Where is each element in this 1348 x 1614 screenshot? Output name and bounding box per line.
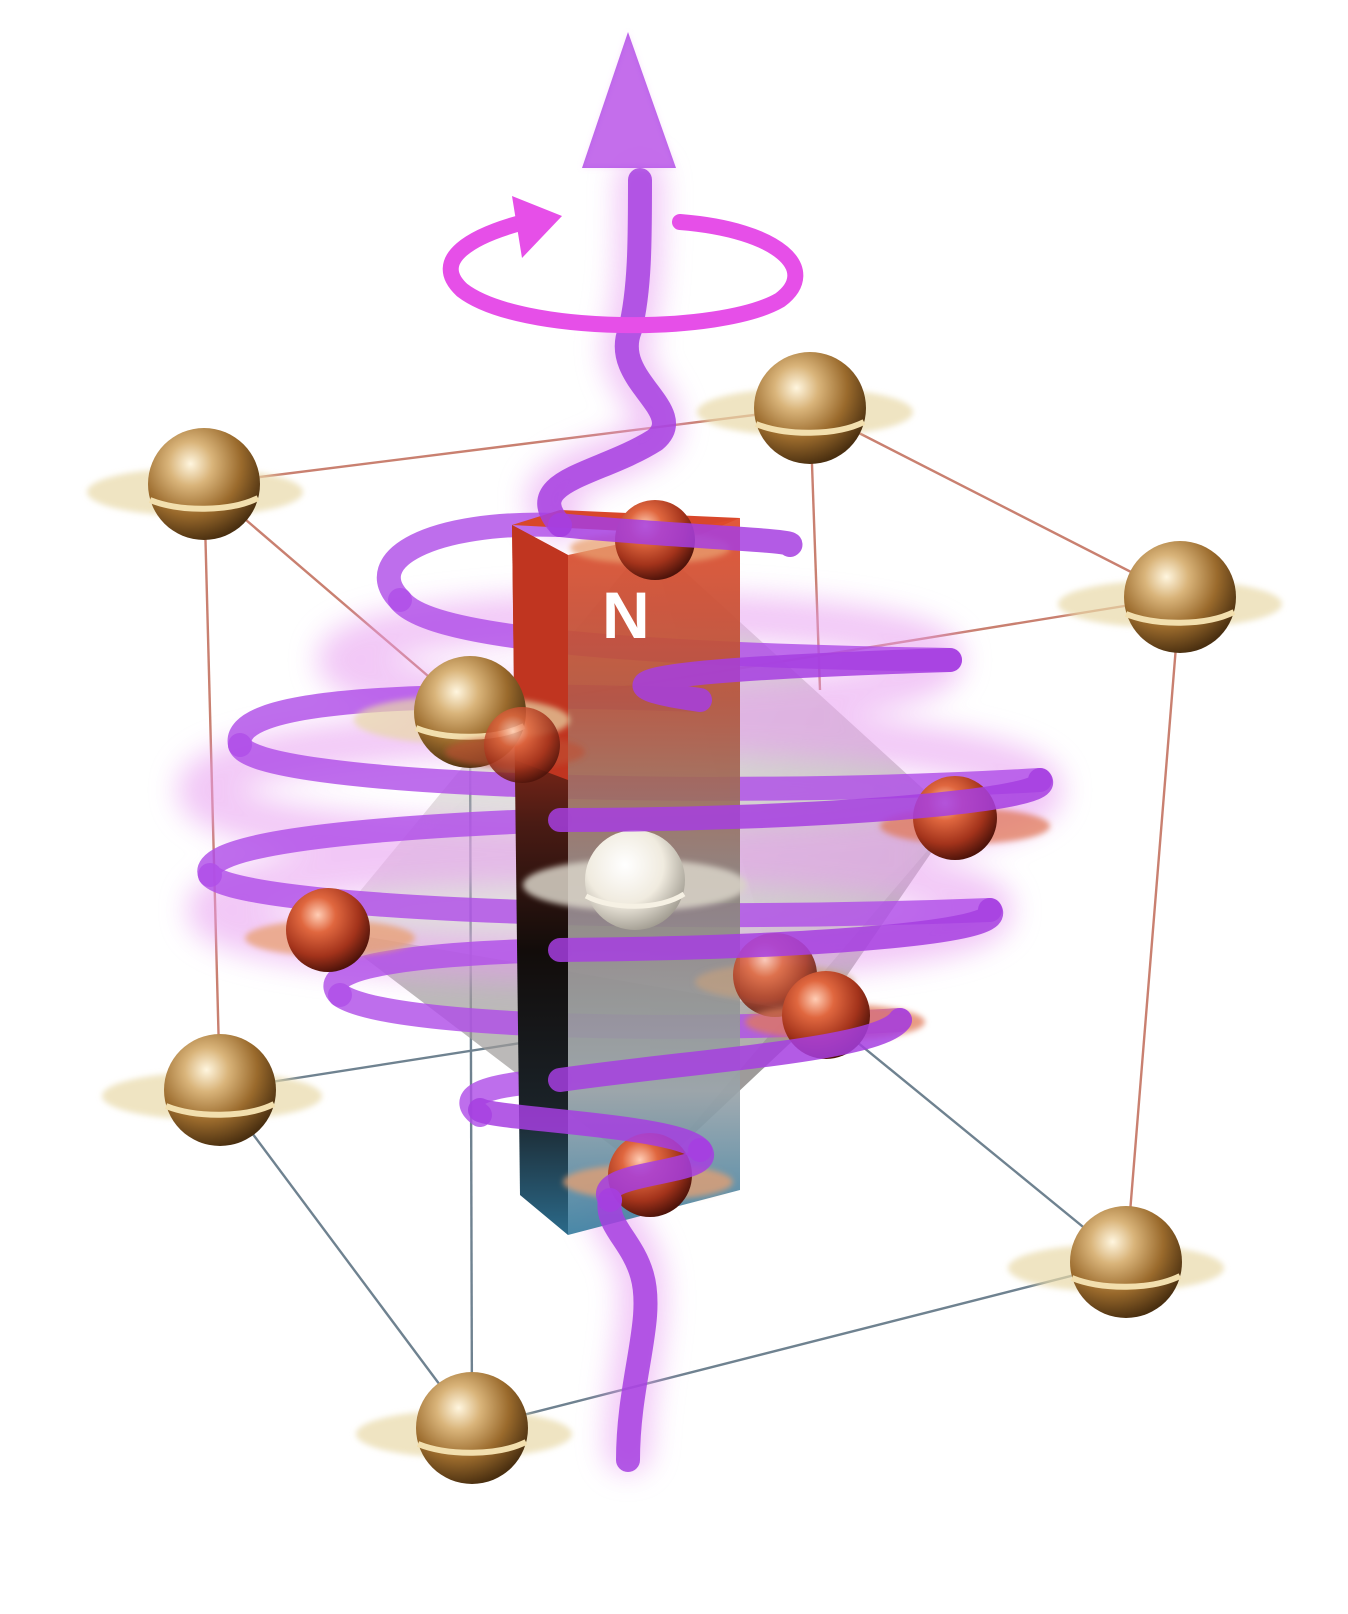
- corner-atom: [1008, 1206, 1224, 1318]
- corner-atom: [102, 1034, 322, 1146]
- rotation-arrow-icon: [442, 196, 804, 334]
- face-atom: [245, 888, 415, 972]
- face-atom: [445, 707, 585, 783]
- photon-helix-front: [468, 168, 1054, 1472]
- bond-line: [219, 1089, 473, 1429]
- bond-line: [829, 1019, 1127, 1263]
- corner-atom: [697, 352, 913, 464]
- bond-line: [1124, 596, 1182, 1263]
- bond-line: [471, 1260, 1127, 1430]
- up-arrow-icon: [582, 32, 676, 168]
- center-atom: [523, 830, 747, 930]
- corner-atom: [356, 1372, 572, 1484]
- north-pole-label: N: [602, 578, 650, 652]
- corner-atom: [1058, 541, 1282, 653]
- corner-atom: [87, 428, 303, 540]
- bond-line: [809, 406, 1181, 599]
